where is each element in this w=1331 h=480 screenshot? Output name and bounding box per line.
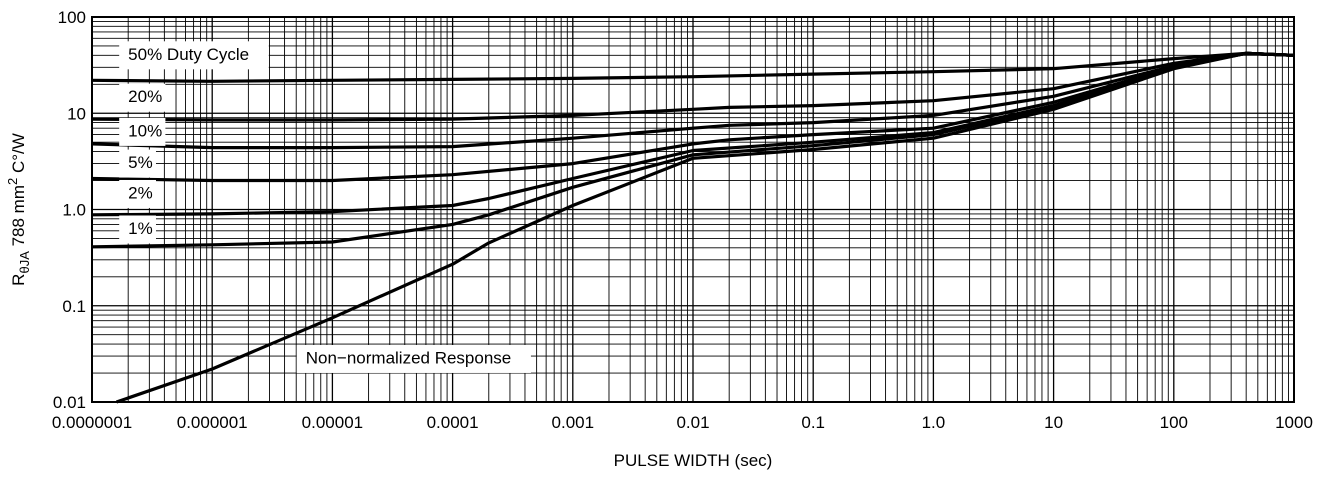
curve-label-box [119,149,156,178]
curve-label-text: 50% Duty Cycle [128,45,249,64]
curve-label-text: 10% [128,121,162,140]
y-tick-label: 1.0 [62,201,86,220]
y-tick-label: 10 [67,104,86,123]
curve-label: 50% Duty Cycle [119,41,269,70]
x-tick-label: 10 [1044,413,1063,432]
y-axis-title: RθJA 788 mm2 C°/W [5,133,32,286]
series-line-1 [91,51,1295,122]
curve-label: 20% [119,83,166,112]
x-tick-label: 100 [1160,413,1188,432]
grid [91,17,1294,403]
x-axis-ticks: 0.0000001 0.000001 0.00001 0.0001 0.001 0.01 0… [52,413,1313,432]
series-lines [91,51,1295,404]
x-tick-label: 0.0001 [427,413,479,432]
curve-label-text: 2% [128,183,153,202]
curve-label-text: 5% [128,153,153,172]
curve-label-box [296,344,531,373]
x-tick-label: 1.0 [922,413,946,432]
y-axis-ticks: 0.01 0.1 1.0 10 100 [53,8,86,412]
curve-label-box [119,117,166,146]
series-line-6 [115,51,1295,404]
curve-label: 2% [119,179,156,208]
series-line-0 [91,51,1295,83]
curve-label-box [119,215,156,244]
y-tick-label: 100 [58,8,86,27]
curve-label-box [119,83,166,112]
x-tick-label: 0.1 [801,413,825,432]
x-tick-label: 0.0000001 [52,413,132,432]
curve-label-box [119,179,156,208]
x-tick-label: 0.01 [676,413,709,432]
curve-label: 5% [119,149,156,178]
plot-frame [91,16,1295,403]
curve-label: Non−normalized Response [296,344,531,373]
y-tick-label: 0.01 [53,393,86,412]
x-tick-label: 0.001 [552,413,595,432]
x-tick-label: 0.000001 [177,413,248,432]
x-tick-label: 0.00001 [302,413,363,432]
x-tick-label: 1000 [1275,413,1313,432]
curve-label-text: 1% [128,219,153,238]
curve-label-text: 20% [128,87,162,106]
curve-labels: 50% Duty Cycle 20% 10% 5% 2% 1% Non−normalized… [119,41,531,373]
curve-label-box [119,41,269,70]
curve-label: 1% [119,215,156,244]
curve-label-text: Non−normalized Response [306,348,512,367]
curve-label: 10% [119,117,166,146]
y-tick-label: 0.1 [62,297,86,316]
x-axis-title: PULSE WIDTH (sec) [614,451,773,470]
